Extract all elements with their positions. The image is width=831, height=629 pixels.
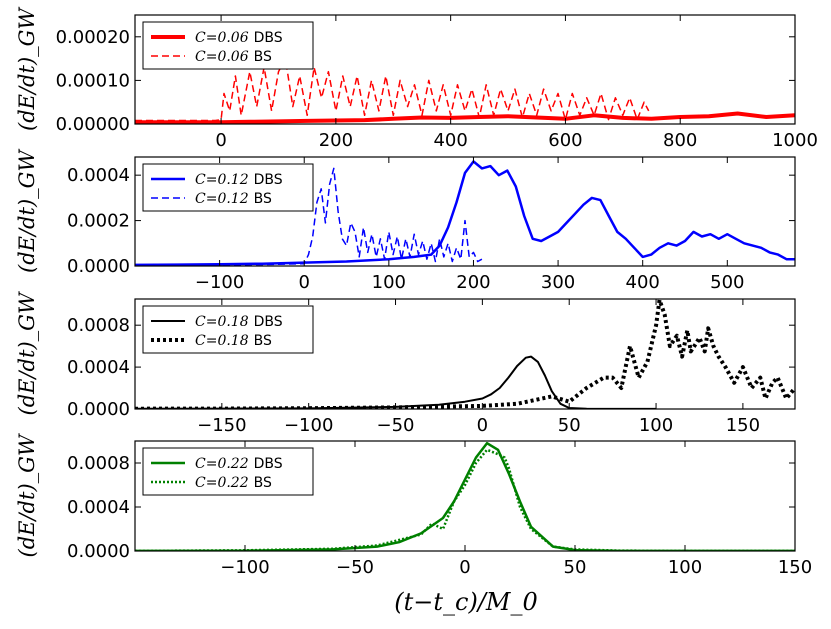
y-tick-label: 0.0002 xyxy=(67,211,130,232)
x-tick-label: 400 xyxy=(433,130,467,151)
x-tick-label: 0 xyxy=(477,415,488,436)
panel-4: −100 −50 0 50 100 150 0.0000 0.0004 0.0008 (dE/dt… xyxy=(15,432,812,578)
y-tick-label: 0.0004 xyxy=(67,357,130,378)
series-group xyxy=(135,441,795,551)
x-tick-label: 500 xyxy=(710,272,744,293)
legend-label: BS xyxy=(254,475,272,491)
x-axis-label: (t−t_c)/M_0 xyxy=(394,588,538,616)
legend-box xyxy=(142,305,314,354)
x-tick-label: 600 xyxy=(548,130,582,151)
x-tick-label: −50 xyxy=(377,415,415,436)
x-tick-label: 50 xyxy=(564,557,587,578)
series-group xyxy=(135,57,795,124)
legend-label: DBS xyxy=(254,172,283,188)
y-tick-label: 0.00000 xyxy=(56,114,130,135)
x-tick-label: 300 xyxy=(541,272,575,293)
legend-math: C=0.18 xyxy=(195,314,249,330)
x-tick-label: 200 xyxy=(319,130,353,151)
y-tick-label: 0.0004 xyxy=(67,497,130,518)
x-tick-label: 100 xyxy=(372,272,406,293)
x-tick-label: −50 xyxy=(336,557,374,578)
legend-label: BS xyxy=(254,333,272,349)
axes-frame xyxy=(134,156,796,267)
legend-entry: C=0.06 BS xyxy=(195,49,272,65)
series-line-2 xyxy=(135,299,795,409)
series-line-2 xyxy=(135,167,483,266)
y-axis-label: (dE/dt)_GW xyxy=(15,6,39,131)
x-tick-label: 200 xyxy=(456,272,490,293)
y-axis-label: (dE/dt)_GW xyxy=(15,290,39,415)
series-line-1 xyxy=(135,160,795,266)
x-tick-label: 100 xyxy=(668,557,702,578)
y-tick-label: 0.00010 xyxy=(56,70,130,91)
x-tick-label: −100 xyxy=(195,272,244,293)
series-line-1 xyxy=(135,355,657,409)
x-tick-label: −100 xyxy=(284,415,333,436)
x-tick-label: 0 xyxy=(459,557,470,578)
axes-frame xyxy=(134,14,796,125)
series-group xyxy=(135,160,795,266)
legend-label: DBS xyxy=(254,30,283,46)
legend-math: C=0.06 xyxy=(195,49,249,65)
legend-box xyxy=(142,447,314,496)
legend-label: DBS xyxy=(254,314,283,330)
y-tick-label: 0.0004 xyxy=(67,165,130,186)
x-tick-label: −150 xyxy=(197,415,246,436)
x-tick-label: 0 xyxy=(215,130,226,151)
legend: C=0.18 DBS C=0.18 BS xyxy=(142,305,314,354)
x-tick-label: 1000 xyxy=(772,130,818,151)
legend-label: BS xyxy=(254,49,272,65)
axes-frame xyxy=(134,298,796,410)
y-axis-label: (dE/dt)_GW xyxy=(15,432,39,557)
legend-entry: C=0.22 BS xyxy=(195,475,272,491)
series-group xyxy=(135,299,795,409)
y-axis-label: (dE/dt)_GW xyxy=(15,148,39,273)
legend-math: C=0.22 xyxy=(195,456,249,472)
y-tick-label: 0.0000 xyxy=(67,399,130,420)
legend-math: C=0.12 xyxy=(195,172,249,188)
panel-1: 0 200 400 600 800 1000 0.00000 0.00010 0.00020 (d… xyxy=(15,6,818,151)
legend-math: C=0.06 xyxy=(195,30,249,46)
y-tick-label: 0.00020 xyxy=(56,27,130,48)
legend-math: C=0.18 xyxy=(195,333,249,349)
legend-box xyxy=(142,21,314,70)
legend-entry: C=0.12 DBS xyxy=(195,172,283,188)
x-tick-label: 400 xyxy=(626,272,660,293)
legend-box xyxy=(142,163,314,212)
x-tick-label: 0 xyxy=(299,272,310,293)
legend-entry: C=0.18 DBS xyxy=(195,314,283,330)
x-tick-label: 100 xyxy=(639,415,673,436)
x-tick-label: −100 xyxy=(220,557,269,578)
series-line-2 xyxy=(135,57,650,122)
y-tick-label: 0.0000 xyxy=(67,541,130,562)
x-tick-label: 150 xyxy=(778,557,812,578)
legend-label: BS xyxy=(254,191,272,207)
legend: C=0.06 DBS C=0.06 BS xyxy=(142,21,314,70)
legend-entry: C=0.22 DBS xyxy=(195,456,283,472)
legend-entry: C=0.12 BS xyxy=(195,191,272,207)
x-tick-label: 50 xyxy=(558,415,581,436)
legend-math: C=0.22 xyxy=(195,475,249,491)
panel-2: −100 0 100 200 300 400 500 0.0000 0.0002 0.0004 (d… xyxy=(15,148,796,293)
y-tick-label: 0.0008 xyxy=(67,453,130,474)
y-tick-label: 0.0000 xyxy=(67,256,130,277)
legend: C=0.12 DBS C=0.12 BS xyxy=(142,163,314,212)
panel-3: −150 −100 −50 0 50 100 150 0.0000 0.0004 0.0008 (d… xyxy=(15,290,796,436)
series-line-2 xyxy=(135,448,795,551)
legend-entry: C=0.18 BS xyxy=(195,333,272,349)
legend-math: C=0.12 xyxy=(195,191,249,207)
series-line-1 xyxy=(135,111,795,124)
legend-label: DBS xyxy=(254,456,283,472)
x-tick-label: 150 xyxy=(726,415,760,436)
legend: C=0.22 DBS C=0.22 BS xyxy=(142,447,314,496)
x-tick-label: 800 xyxy=(663,130,697,151)
y-tick-label: 0.0008 xyxy=(67,315,130,336)
legend-entry: C=0.06 DBS xyxy=(195,30,283,46)
